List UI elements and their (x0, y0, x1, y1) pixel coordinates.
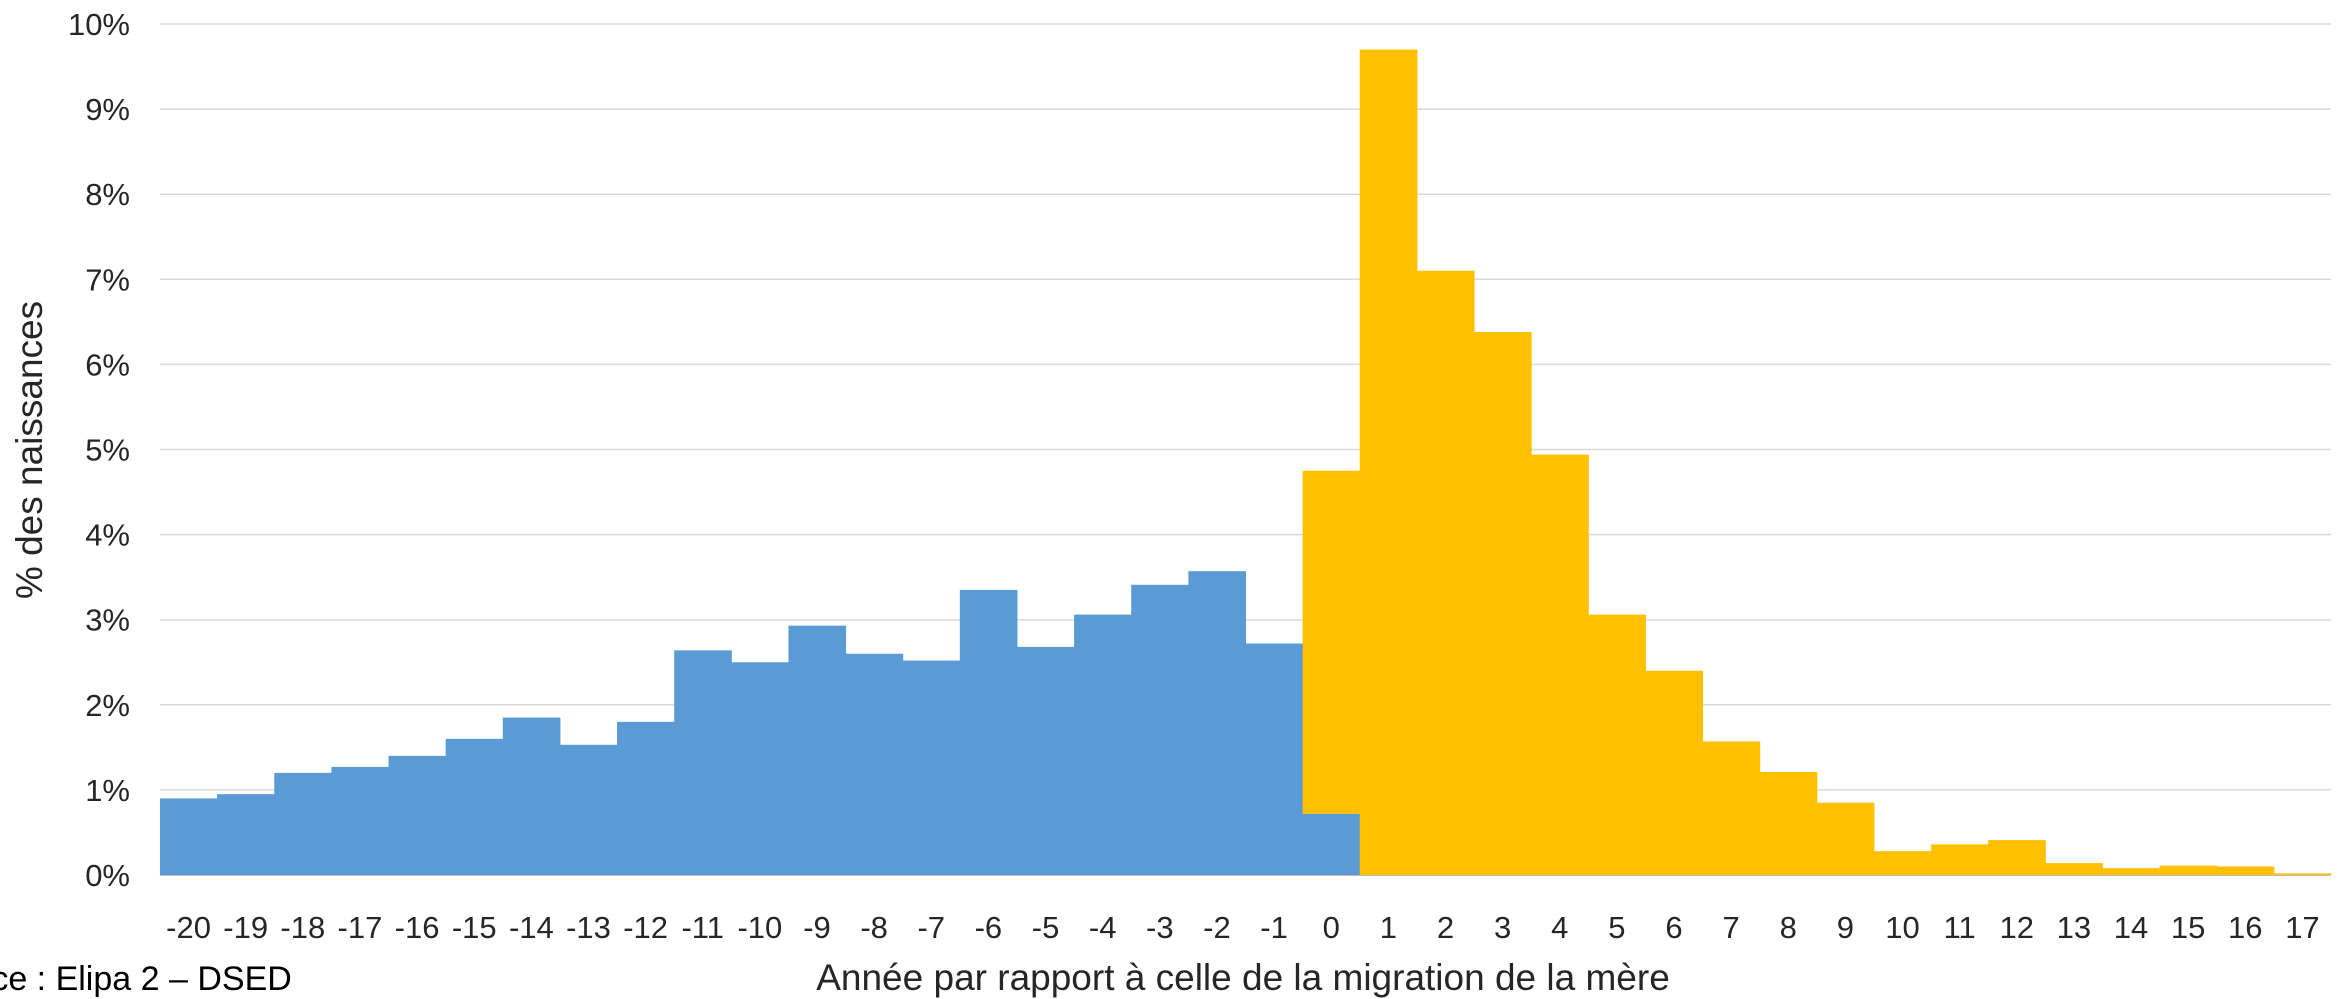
y-tick-label: 9% (85, 92, 130, 127)
bars (160, 49, 2332, 875)
x-tick-label: 4 (1551, 910, 1568, 945)
bar-yellow-12 (1988, 840, 2046, 875)
bar-yellow-1 (1359, 49, 1418, 875)
x-tick-label: -19 (223, 910, 268, 945)
x-tick-label: 16 (2228, 910, 2262, 945)
x-tick-label: 1 (1380, 910, 1397, 945)
bar-yellow-6 (1645, 670, 1704, 875)
y-tick-label: 6% (85, 347, 130, 382)
x-tick-label: -1 (1260, 910, 1288, 945)
bar-blue--9 (788, 625, 847, 875)
bar-blue--3 (1131, 584, 1189, 875)
x-tick-label: -9 (803, 910, 831, 945)
x-tick-label: -11 (681, 910, 724, 945)
y-tick-label: 2% (85, 688, 130, 723)
x-tick-label: -12 (623, 910, 668, 945)
bar-blue--5 (1016, 646, 1075, 875)
y-tick-label: 0% (85, 858, 130, 893)
x-axis-ticks: -20 -19 -18 -17 -16 -15 -14 -13 -12 -11 -10 -9 -8 -7-… (166, 910, 2320, 945)
bar-blue--8 (845, 653, 904, 875)
x-axis-title: Année par rapport à celle de la migratio… (816, 957, 1670, 998)
bar-blue--17 (331, 766, 390, 875)
x-tick-label: 9 (1837, 910, 1854, 945)
x-tick-label: -17 (338, 910, 383, 945)
x-tick-label: -2 (1203, 910, 1231, 945)
bar-blue--19 (217, 794, 275, 875)
bar-yellow-4 (1531, 454, 1589, 875)
x-tick-label: -10 (737, 910, 782, 945)
x-tick-label: 8 (1780, 910, 1797, 945)
x-tick-label: -14 (509, 910, 554, 945)
bar-blue--11 (674, 650, 732, 875)
bar-yellow-5 (1588, 614, 1646, 875)
x-tick-label: -5 (1032, 910, 1060, 945)
bar-yellow-9 (1816, 802, 1875, 875)
y-tick-label: 4% (85, 518, 130, 553)
bar-blue--15 (445, 738, 504, 875)
y-tick-label: 7% (85, 262, 130, 297)
y-axis-ticks: 0% 1% 2% 3% 4% 5% 6% 7% 8% 9% 10% (68, 7, 130, 893)
bar-blue--4 (1074, 614, 1132, 875)
x-tick-label: 13 (2057, 910, 2091, 945)
bar-yellow-17 (2273, 873, 2332, 875)
source-note: rce : Elipa 2 – DSED (0, 960, 292, 998)
x-tick-label: 7 (1722, 910, 1739, 945)
bar-blue--1 (1245, 643, 1304, 875)
bar-blue--18 (274, 772, 332, 875)
x-tick-label: 11 (1944, 910, 1976, 945)
y-tick-label: 1% (85, 773, 130, 808)
bar-blue--10 (731, 662, 789, 875)
x-tick-label: -7 (917, 910, 945, 945)
bar-blue--12 (617, 721, 675, 875)
bar-blue--6 (959, 589, 1018, 875)
x-tick-label: 17 (2285, 910, 2319, 945)
bar-yellow-16 (2216, 866, 2275, 875)
x-tick-label: -16 (395, 910, 440, 945)
x-tick-label: -20 (166, 910, 211, 945)
x-tick-label: -18 (280, 910, 325, 945)
bar-blue--13 (559, 744, 618, 875)
bar-yellow-8 (1759, 772, 1818, 875)
x-tick-label: 2 (1437, 910, 1454, 945)
bar-blue--7 (902, 660, 961, 875)
y-tick-label: 8% (85, 177, 130, 212)
y-tick-label: 3% (85, 603, 130, 638)
bar-yellow-13 (2045, 863, 2103, 875)
bar-yellow-10 (1873, 851, 1932, 875)
x-tick-label: 10 (1885, 910, 1919, 945)
y-tick-label: 5% (85, 433, 130, 468)
bar-yellow-0 (1302, 470, 1361, 814)
bar-yellow-14 (2102, 868, 2161, 875)
bar-blue--2 (1188, 571, 1246, 875)
bar-blue--14 (502, 717, 561, 875)
x-tick-label: 0 (1323, 910, 1340, 945)
x-tick-label: 5 (1608, 910, 1625, 945)
bar-blue--16 (388, 755, 447, 875)
y-axis-title: % des naissances (9, 301, 50, 599)
x-tick-label: -8 (860, 910, 888, 945)
x-tick-label: 15 (2171, 910, 2205, 945)
bar-yellow-3 (1474, 332, 1532, 875)
x-tick-label: 12 (2000, 910, 2034, 945)
x-tick-label: -3 (1146, 910, 1174, 945)
bar-yellow-15 (2159, 865, 2218, 875)
x-tick-label: 6 (1665, 910, 1682, 945)
x-tick-label: 3 (1494, 910, 1511, 945)
x-tick-label: -15 (452, 910, 497, 945)
x-tick-label: 14 (2114, 910, 2148, 945)
bar-blue-0 (1302, 813, 1361, 875)
bar-blue--20 (160, 798, 218, 875)
bar-yellow-2 (1416, 270, 1475, 875)
x-tick-label: -4 (1089, 910, 1117, 945)
y-tick-label: 10% (68, 7, 130, 42)
x-tick-label: -6 (975, 910, 1003, 945)
bar-yellow-7 (1702, 741, 1761, 875)
bar-yellow-11 (1931, 844, 1989, 875)
x-tick-label: -13 (566, 910, 611, 945)
